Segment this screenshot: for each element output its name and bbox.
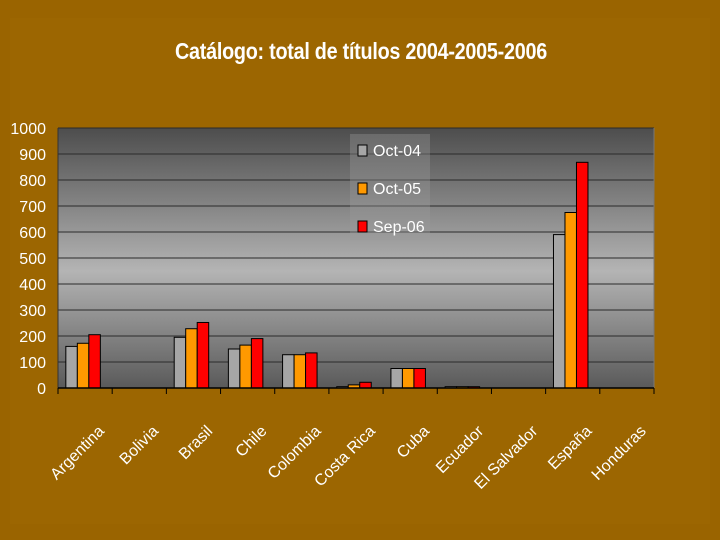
y-tick-label: 1000 [10,121,46,138]
legend-label: Oct-04 [373,143,421,160]
legend-swatch [357,182,368,195]
bar [413,368,426,389]
y-tick-label: 500 [19,251,46,268]
legend-label: Oct-05 [373,181,421,198]
bar [552,234,566,389]
x-tick-label: Honduras [589,423,650,484]
bar [575,161,589,389]
x-tick-label: Ecuador [433,422,488,477]
x-tick-label: Brasil [176,423,216,463]
y-tick-label: 900 [19,147,46,164]
bar [196,321,210,389]
bar [564,212,577,389]
bar [76,342,90,389]
bar [282,354,295,389]
bar [173,336,187,389]
x-tick-label: Argentina [47,423,108,484]
y-tick-label: 800 [19,173,46,190]
x-tick-label: Chile [233,423,271,461]
legend-swatch [357,144,368,157]
bar [305,352,318,389]
y-tick-label: 600 [19,225,46,242]
x-tick-label: España [545,423,595,473]
bar [227,348,241,389]
x-axis: Argentina Bolivia Brasil ChileColombiaCosta… [47,387,655,493]
bar [401,368,415,389]
y-tick-label: 400 [19,277,46,294]
y-tick-label: 300 [19,303,46,320]
legend-label: Sep-06 [373,219,425,236]
y-tick-label: 700 [19,199,46,216]
bar [250,338,264,389]
chart-title: Catálogo: total de títulos 2004-2005-200… [174,38,547,64]
legend-swatch [357,220,368,233]
legend: Oct-04 Oct-05 Sep-06 [350,134,430,240]
bar [359,381,372,389]
y-axis: 0 100 200 300 400 500 600 700 800 900 1000 [10,121,655,398]
bar [88,334,101,389]
y-tick-label: 200 [19,329,46,346]
bar [65,345,78,389]
x-tick-label: Bolivia [117,423,162,468]
bar [239,344,252,389]
bar [293,354,307,389]
x-tick-label: Cuba [394,423,433,462]
bar [390,368,403,389]
y-tick-label: 100 [19,355,46,372]
y-tick-label: 0 [37,381,46,398]
bar [185,328,198,389]
